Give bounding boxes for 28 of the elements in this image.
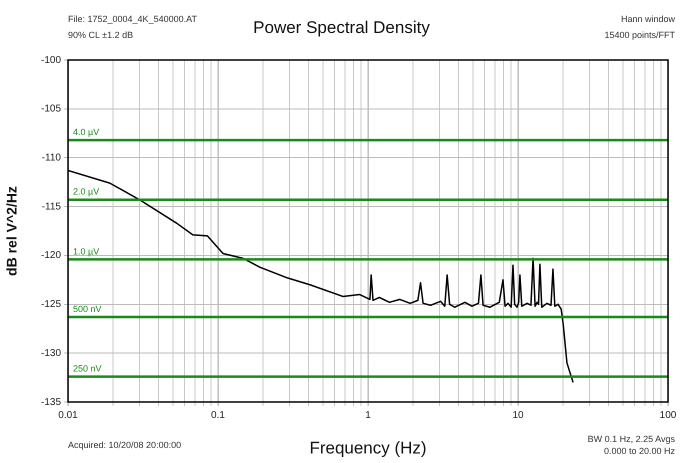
x-axis-title: Frequency (Hz): [309, 438, 427, 458]
y-axis-title: dB rel V^2/Hz: [3, 186, 20, 276]
ref-line-label: 1.0 µV: [73, 246, 100, 256]
text: Acquired: 10/20/08 20:00:00: [68, 440, 182, 450]
y-tick-label: -125: [40, 299, 62, 310]
text: Hann window: [620, 14, 675, 24]
chart-title: Power Spectral Density: [253, 18, 430, 37]
y-tick-label: -135: [40, 396, 62, 408]
ref-line-label: 500 nV: [73, 304, 102, 314]
y-tick-label: -100: [40, 54, 62, 66]
y-tick-label: -120: [40, 250, 62, 262]
ref-line-label: 4.0 µV: [73, 127, 100, 138]
x-tick-label: 0.01: [58, 410, 78, 421]
text: 90% CL ±1.2 dB: [68, 30, 134, 40]
text: BW 0.1 Hz, 2.25 Avgs: [588, 434, 675, 444]
ref-line-label: 2.0 µV: [73, 186, 100, 197]
x-tick-label: 1: [365, 410, 372, 421]
ref-line-label: 250 nV: [73, 364, 102, 374]
y-tick-label: -115: [42, 201, 62, 212]
text: File: 1752_0004_4K_540000.AT: [68, 14, 197, 24]
y-tick-label: -130: [40, 348, 62, 359]
text: 15400 points/FFT: [604, 30, 675, 40]
x-tick-label: 0.1: [211, 410, 226, 421]
x-tick-label: 10: [512, 410, 524, 421]
y-tick-label: -110: [42, 152, 62, 164]
text: 0.000 to 20.00 Hz: [604, 446, 675, 456]
x-tick-label: 100: [660, 410, 677, 421]
y-tick-label: -105: [40, 104, 62, 115]
